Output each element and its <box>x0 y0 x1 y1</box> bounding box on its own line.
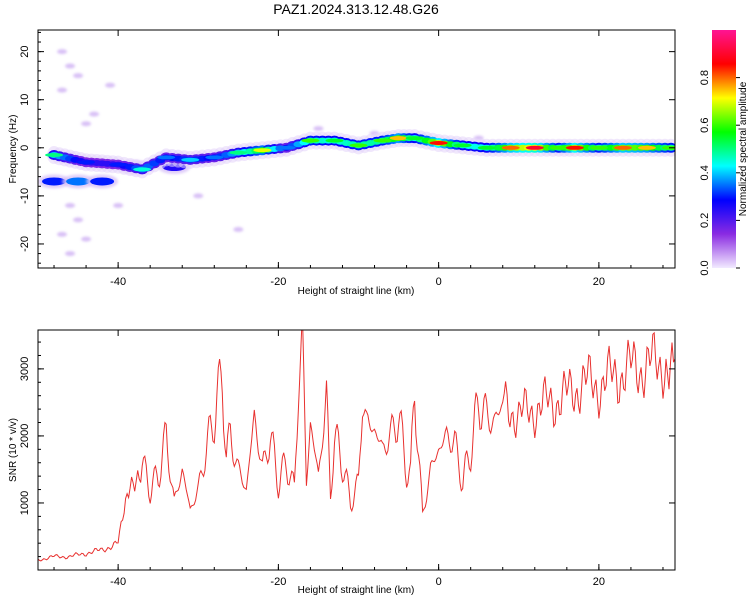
secondary-band-mark <box>90 177 115 186</box>
ridge-peak <box>661 145 675 150</box>
colorbar-tick-label: 0.8 <box>699 70 711 85</box>
noise-blob <box>233 227 244 233</box>
ridge-peak <box>453 143 472 148</box>
ridge-peak <box>389 136 408 141</box>
ridge-peak <box>301 138 320 143</box>
snr-ticks: -40 -20 0 20 1000 2000 3000 <box>19 330 675 588</box>
snr-x-tick-label: -40 <box>110 576 126 588</box>
noise-blob <box>193 193 204 199</box>
colorbar-gradient <box>712 30 736 268</box>
ridge-peak <box>181 157 200 162</box>
ridge-peak <box>229 150 248 155</box>
ridge-peak <box>157 155 176 160</box>
chart-title: PAZ1.2024.313.12.48.G26 <box>273 1 439 17</box>
ridge-peak <box>205 155 224 160</box>
ridge-peak <box>325 138 344 143</box>
secondary-band-mark <box>66 177 91 186</box>
ridge-peak <box>549 145 568 150</box>
snr-x-tick-label: 20 <box>593 576 605 588</box>
noise-blob <box>313 126 324 132</box>
ridge-peak <box>77 160 96 165</box>
colorbar-label: Normalized spectral amplitude <box>738 81 749 216</box>
secondary-band-mark <box>42 177 67 186</box>
colorbar-tick-label: 0.2 <box>699 213 711 228</box>
colorbar-tick-label: 0.6 <box>699 118 711 133</box>
colorbar: 0.0 0.2 0.4 0.6 0.8 Normalized spectral ampl… <box>699 30 749 276</box>
spectrogram-y-tick-label: 20 <box>19 46 31 58</box>
ridge-peak <box>109 162 128 167</box>
spectrogram-y-tick-label: -10 <box>19 188 31 204</box>
snr-x-tick-label: -20 <box>270 576 286 588</box>
ridge-peak <box>613 145 632 150</box>
spectrogram-marks <box>38 49 675 257</box>
colorbar-tick-label: 0.0 <box>699 260 711 275</box>
spectrogram-x-tick-label: 20 <box>593 276 605 288</box>
spectrogram-x-tick-label: 0 <box>436 276 442 288</box>
noise-blob <box>65 63 76 69</box>
ridge-peak <box>133 167 152 172</box>
ridge-peak <box>637 145 656 150</box>
spectrogram-y-tick-label: 10 <box>19 94 31 106</box>
ridge-peak <box>565 145 584 150</box>
noise-blob <box>65 251 76 257</box>
ridge-peak <box>405 136 424 141</box>
spectrogram-panel: -40 -20 0 20 -20 -10 0 10 20 Height of straight … <box>8 29 676 297</box>
noise-blob <box>89 111 100 117</box>
snr-x-tick-label: 0 <box>436 576 442 588</box>
spectrogram-y-axis-label: Frequency (Hz) <box>8 115 19 184</box>
spectrogram-y-tick-label: -20 <box>19 236 31 252</box>
ridge-peak <box>253 148 272 153</box>
ridge-peak <box>525 145 544 150</box>
snr-series-line <box>38 330 675 562</box>
noise-blob <box>81 121 92 127</box>
spectrogram-x-tick-label: -20 <box>270 276 286 288</box>
ridge-peak <box>429 140 448 145</box>
ridge-peak <box>589 145 608 150</box>
snr-panel: -40 -20 0 20 1000 2000 3000 Height of straight… <box>8 329 676 596</box>
ridge-peak <box>45 153 64 158</box>
ridge-peak <box>373 138 392 143</box>
noise-blob <box>81 236 92 242</box>
snr-x-axis-label: Height of straight line (km) <box>298 585 415 596</box>
spectrogram-x-tick-label: -40 <box>110 276 126 288</box>
colorbar-ticks: 0.0 0.2 0.4 0.6 0.8 <box>699 70 740 276</box>
noise-blob <box>57 87 68 93</box>
colorbar-tick-label: 0.4 <box>699 165 711 180</box>
noise-blob <box>113 202 124 208</box>
snr-marks <box>38 330 675 562</box>
spectrogram-ticks: -40 -20 0 20 -20 -10 0 10 20 <box>19 30 675 288</box>
noise-blob <box>73 217 84 223</box>
spectrogram-y-tick-label: 0 <box>19 145 31 151</box>
snr-y-tick-label: 3000 <box>19 357 31 381</box>
ridge-peak <box>477 145 496 150</box>
spectrogram-x-axis-label: Height of straight line (km) <box>298 286 415 297</box>
ridge-peak <box>277 145 296 150</box>
snr-y-tick-label: 2000 <box>19 424 31 448</box>
snr-y-tick-label: 1000 <box>19 491 31 515</box>
noise-blob <box>105 82 116 88</box>
ridge-peak <box>501 145 520 150</box>
ridge-peak <box>349 143 368 148</box>
noise-blob <box>65 202 76 208</box>
noise-blob <box>73 73 84 79</box>
snr-y-axis-label: SNR (10 * v/v) <box>8 418 19 482</box>
spectrogram-frame <box>37 29 676 269</box>
noise-blob <box>57 231 68 237</box>
noise-blob <box>57 49 68 55</box>
snr-frame <box>37 329 676 571</box>
